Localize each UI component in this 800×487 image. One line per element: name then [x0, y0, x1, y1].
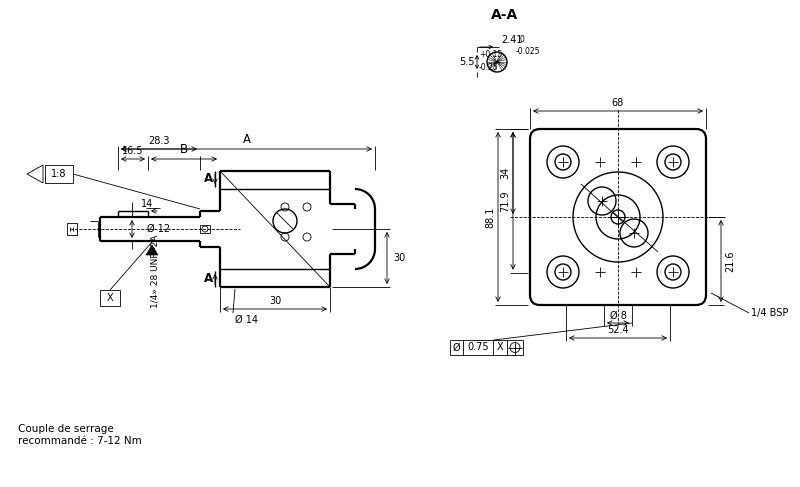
Text: 71.9: 71.9: [500, 190, 510, 211]
Text: 0.75: 0.75: [467, 342, 489, 353]
Text: Ø 14: Ø 14: [235, 315, 258, 325]
Bar: [67, 223, 77, 235]
Text: Ø 12: Ø 12: [147, 224, 170, 234]
Text: A-A: A-A: [491, 8, 518, 22]
Text: 52.4: 52.4: [607, 325, 629, 335]
Text: Couple de serrage
recommandé : 7-12 Nm: Couple de serrage recommandé : 7-12 Nm: [18, 424, 142, 446]
Text: -0.25: -0.25: [479, 63, 498, 72]
Text: 1/4» 28 UNF -2A: 1/4» 28 UNF -2A: [150, 234, 159, 308]
Text: 5.5: 5.5: [459, 57, 475, 67]
Text: 14: 14: [141, 199, 153, 209]
Text: 2.41: 2.41: [501, 35, 522, 45]
Text: 28.3: 28.3: [148, 136, 170, 146]
Bar: [100, 290, 120, 306]
Text: 1/4 BSP: 1/4 BSP: [751, 308, 788, 318]
Text: X: X: [497, 342, 503, 353]
Text: A: A: [242, 133, 250, 146]
Text: 68: 68: [612, 98, 624, 108]
Text: 88.1: 88.1: [485, 206, 495, 228]
Text: 34: 34: [500, 167, 510, 179]
Text: 30: 30: [393, 253, 406, 263]
Polygon shape: [146, 245, 158, 255]
Text: B: B: [180, 143, 188, 156]
Text: 21.6: 21.6: [725, 250, 735, 272]
Text: A: A: [203, 172, 213, 186]
Text: X: X: [106, 293, 114, 303]
Text: Ø: Ø: [453, 342, 460, 353]
Text: 1:8: 1:8: [51, 169, 66, 179]
Bar: [45, 165, 73, 183]
Text: Ø 8: Ø 8: [610, 311, 626, 321]
Text: +0.15: +0.15: [479, 50, 502, 59]
Text: -0.025: -0.025: [516, 47, 541, 56]
Text: 30: 30: [269, 296, 281, 306]
Text: 0: 0: [519, 35, 524, 44]
Text: A: A: [203, 273, 213, 285]
Text: 16.5: 16.5: [122, 146, 144, 156]
